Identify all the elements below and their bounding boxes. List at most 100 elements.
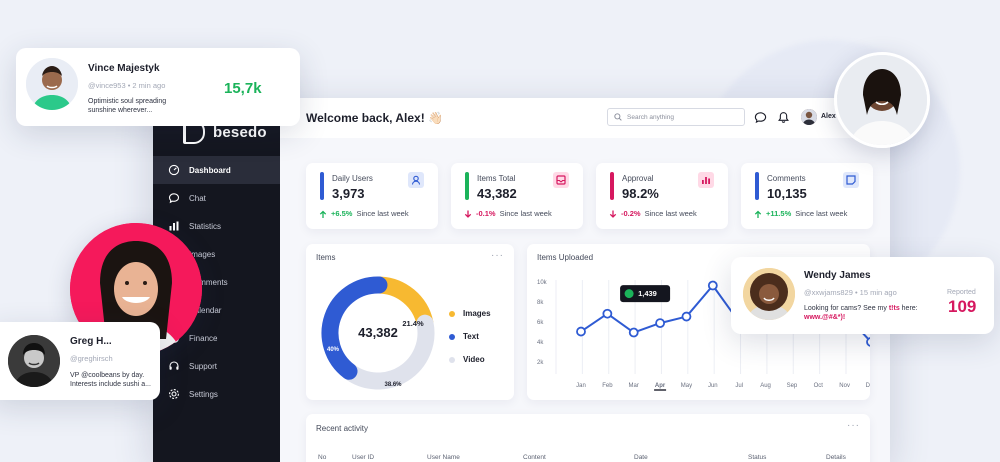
data-point-jun[interactable] bbox=[707, 280, 718, 291]
user-name[interactable]: Alex bbox=[821, 113, 836, 120]
search-icon bbox=[614, 113, 622, 121]
items-panel-title: Items bbox=[316, 253, 336, 262]
wendy-bio-text: Looking for cams? See my bbox=[804, 305, 889, 312]
stat-card-daily-users[interactable]: Daily Users 3,973 +6.5% Since last week bbox=[306, 163, 438, 229]
check-icon bbox=[624, 289, 634, 299]
donut-slice-images[interactable] bbox=[370, 276, 434, 332]
wendy-handle: @xxwjams829 • 15 min ago bbox=[804, 288, 897, 297]
column-header-user-name[interactable]: User Name bbox=[427, 454, 460, 461]
column-header-status[interactable]: Status bbox=[748, 454, 767, 461]
data-point-feb[interactable] bbox=[602, 308, 613, 319]
data-point-dec[interactable] bbox=[866, 337, 870, 347]
y-tick-label: 10k bbox=[537, 280, 548, 286]
sidebar-item-statistics[interactable]: Statistics bbox=[153, 212, 280, 240]
inbox-icon bbox=[553, 172, 569, 188]
x-tick-may[interactable]: May bbox=[681, 383, 692, 389]
portrait-top-right bbox=[834, 52, 930, 148]
dashboard-icon bbox=[168, 164, 180, 176]
reported-count: 109 bbox=[948, 297, 977, 316]
stat-delta-value: +6.5% bbox=[331, 209, 353, 218]
stat-delta-caption: Since last week bbox=[356, 209, 409, 218]
stat-delta-value: +11.5% bbox=[766, 209, 792, 218]
sidebar-item-label: Images bbox=[189, 249, 216, 259]
stat-value: 43,382 bbox=[477, 186, 517, 201]
legend-text: Text bbox=[449, 332, 479, 341]
legend-text-swatch bbox=[449, 333, 455, 340]
sidebar-item-label: Settings bbox=[189, 389, 218, 399]
greg-name: Greg H... bbox=[70, 336, 112, 347]
x-tick-oct[interactable]: Oct bbox=[814, 383, 824, 389]
sidebar-item-label: Comments bbox=[189, 277, 228, 287]
column-header-user-id[interactable]: User ID bbox=[352, 454, 375, 461]
x-tick-feb[interactable]: Feb bbox=[602, 383, 613, 389]
column-header-details[interactable]: Details bbox=[826, 454, 846, 461]
stat-delta-value: -0.1% bbox=[476, 209, 496, 218]
stat-label: Daily Users bbox=[332, 174, 373, 183]
data-point-jan[interactable] bbox=[576, 326, 586, 337]
items-uploaded-line-chart: 10k 8k 6k 4k 2k Jan Feb Mar Apr May Jun Jul Aug Sep Oc… bbox=[537, 280, 870, 391]
donut-label-video: 38.6% bbox=[384, 382, 402, 388]
donut-slice-text[interactable] bbox=[321, 276, 388, 380]
vince-avatar bbox=[26, 58, 78, 110]
arrow-up-icon bbox=[754, 210, 762, 218]
x-tick-jun[interactable]: Jun bbox=[708, 383, 718, 389]
data-point-may[interactable] bbox=[681, 311, 692, 322]
vince-handle: @vince953 • 2 min ago bbox=[88, 81, 166, 90]
items-panel: Items ··· 43,382 21.4% 40% 38.6% Images Tex… bbox=[306, 244, 514, 400]
vince-metric: 15,7k bbox=[224, 80, 262, 97]
donut-slice-video[interactable] bbox=[340, 314, 435, 390]
tooltip-value: 1,439 bbox=[638, 289, 657, 298]
sidebar-item-label: Support bbox=[189, 361, 218, 371]
bell-icon[interactable] bbox=[777, 111, 790, 124]
x-tick-apr[interactable]: Apr bbox=[655, 383, 666, 389]
greg-avatar bbox=[8, 335, 60, 387]
data-point-mar[interactable] bbox=[628, 327, 639, 338]
column-header-content[interactable]: Content bbox=[523, 454, 546, 461]
stat-accent-bar bbox=[465, 172, 469, 200]
legend-text-label: Text bbox=[463, 332, 479, 341]
wendy-bio: Looking for cams? See my t!ts here: www.… bbox=[804, 304, 924, 322]
x-tick-sep[interactable]: Sep bbox=[787, 383, 798, 389]
stat-label: Approval bbox=[622, 174, 654, 183]
column-header-date[interactable]: Date bbox=[634, 454, 648, 461]
stat-value: 10,135 bbox=[767, 186, 807, 201]
legend-images-label: Images bbox=[463, 309, 491, 318]
vince-name: Vince Majestyk bbox=[88, 63, 160, 74]
x-tick-jul[interactable]: Jul bbox=[735, 383, 743, 389]
arrow-up-icon bbox=[319, 210, 327, 218]
legend-images: Images bbox=[449, 309, 491, 318]
stat-delta-caption: Since last week bbox=[499, 209, 552, 218]
stat-value: 98.2% bbox=[622, 186, 659, 201]
stat-card-approval[interactable]: Approval 98.2% -0.2% Since last week bbox=[596, 163, 728, 229]
profile-card-wendy[interactable]: Wendy James @xxwjams829 • 15 min ago Loo… bbox=[731, 257, 994, 334]
sidebar-item-dashboard[interactable]: Dashboard bbox=[153, 156, 280, 184]
note-icon bbox=[843, 172, 859, 188]
items-panel-menu-icon[interactable]: ··· bbox=[491, 250, 504, 261]
greg-handle: @greghirsch bbox=[70, 354, 113, 363]
profile-card-greg[interactable]: Greg H... @greghirsch VP @coolbeans by d… bbox=[0, 322, 160, 400]
x-tick-dec[interactable]: Dec bbox=[866, 383, 870, 389]
column-header-no[interactable]: No bbox=[318, 454, 327, 461]
x-tick-jan[interactable]: Jan bbox=[576, 383, 586, 389]
sidebar-item-support[interactable]: Support bbox=[153, 352, 280, 380]
sidebar-item-chat[interactable]: Chat bbox=[153, 184, 280, 212]
stat-card-items-total[interactable]: Items Total 43,382 -0.1% Since last week bbox=[451, 163, 583, 229]
search-input[interactable]: Search anything bbox=[607, 108, 745, 126]
statistics-icon bbox=[168, 220, 180, 232]
x-tick-mar[interactable]: Mar bbox=[629, 383, 639, 389]
wendy-bio-mid: here: bbox=[899, 305, 918, 312]
wendy-bio-flag-2: www.@#&*)! bbox=[804, 314, 846, 321]
user-avatar[interactable] bbox=[801, 109, 817, 125]
chat-icon bbox=[168, 192, 180, 204]
data-point-apr[interactable] bbox=[655, 318, 665, 329]
profile-card-vince[interactable]: Vince Majestyk @vince953 • 2 min ago Opt… bbox=[16, 48, 300, 126]
x-tick-nov[interactable]: Nov bbox=[839, 383, 850, 389]
chat-bubble-icon[interactable] bbox=[754, 111, 767, 124]
recent-activity-menu-icon[interactable]: ··· bbox=[847, 420, 860, 431]
x-tick-aug[interactable]: Aug bbox=[760, 383, 771, 389]
y-tick-label: 4k bbox=[537, 340, 544, 346]
stat-card-comments[interactable]: Comments 10,135 +11.5% Since last week bbox=[741, 163, 873, 229]
stat-delta-caption: Since last week bbox=[795, 209, 848, 218]
sidebar-item-settings[interactable]: Settings bbox=[153, 380, 280, 408]
top-bar: Welcome back, Alex! 👋🏻 Search anything A… bbox=[280, 98, 890, 138]
